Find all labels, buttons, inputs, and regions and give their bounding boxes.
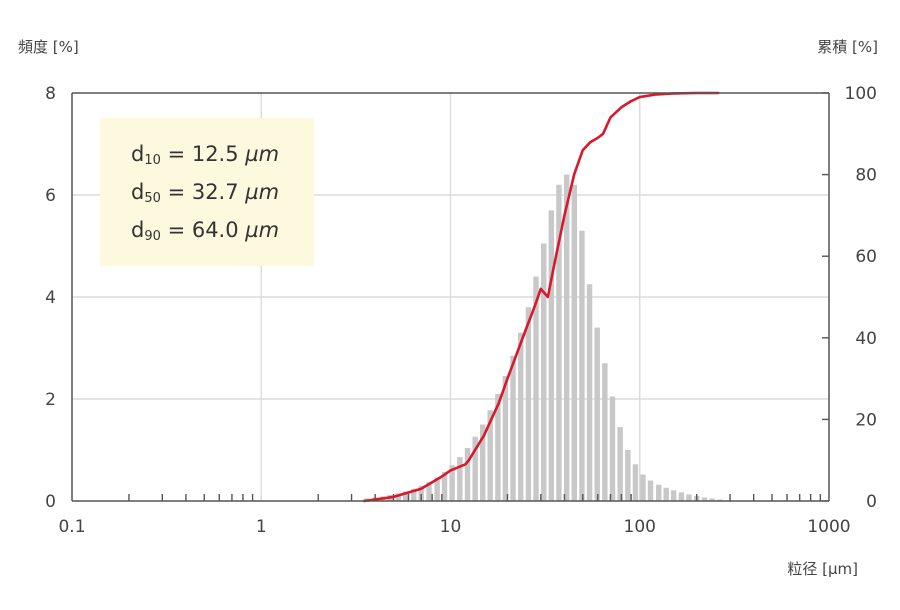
stats-unit: µm [244, 218, 279, 242]
stats-unit: µm [244, 142, 279, 166]
frequency-bar [617, 427, 623, 501]
frequency-bar [709, 498, 715, 501]
frequency-bar [656, 484, 662, 501]
stats-value: = 32.7 [161, 180, 245, 204]
frequency-bar [418, 485, 424, 501]
stats-value: = 12.5 [161, 142, 245, 166]
frequency-bar [678, 492, 685, 501]
y-left-tick-label: 8 [45, 84, 56, 104]
frequency-bar [480, 424, 486, 501]
x-axis-title: 粒径 [µm] [787, 560, 858, 578]
stats-symbol: d [131, 218, 144, 242]
frequency-bar [510, 355, 516, 501]
frequency-bar [563, 174, 570, 501]
frequency-bar [586, 284, 593, 501]
stats-line: d90 = 64.0 µm [131, 218, 279, 244]
frequency-bar [609, 396, 616, 501]
frequency-bar [579, 230, 585, 501]
frequency-bar [472, 436, 478, 501]
frequency-bar [632, 464, 639, 501]
stats-symbol: d [131, 180, 144, 204]
frequency-bar [411, 488, 417, 501]
y-right-tick-label: 60 [855, 247, 877, 267]
frequency-bar [441, 471, 448, 501]
x-tick-label: 10 [440, 517, 462, 537]
y-left-tick-label: 0 [45, 492, 56, 512]
y-right-tick-label: 20 [855, 410, 877, 430]
y-right-tick-label: 100 [845, 84, 877, 104]
frequency-bar [426, 482, 432, 501]
stats-value: = 64.0 [161, 218, 245, 242]
frequency-bar [556, 184, 562, 502]
frequency-bar [518, 332, 524, 501]
cumulative-curve-layer [362, 91, 720, 503]
y-right-tick-label: 80 [855, 166, 877, 186]
stats-subscript: 90 [144, 229, 161, 244]
frequency-bar [502, 376, 509, 501]
y-right-axis-title: 累積 [%] [817, 38, 878, 56]
frequency-bar [487, 410, 493, 501]
frequency-bar [533, 276, 539, 501]
frequency-bar [495, 393, 501, 501]
stats-symbol: d [131, 142, 144, 166]
stats-line: d10 = 12.5 µm [131, 142, 279, 168]
cumulative-line [362, 91, 720, 503]
y-left-tick-label: 6 [45, 186, 56, 206]
frequency-bar [602, 363, 608, 501]
x-tick-label: 1000 [807, 517, 850, 537]
frequency-bar [670, 490, 677, 501]
stats-unit: µm [244, 180, 279, 204]
frequency-bar [625, 450, 631, 501]
y-left-tick-label: 2 [45, 390, 56, 410]
frequency-bar [434, 477, 440, 501]
stats-subscript: 50 [144, 191, 161, 206]
x-tick-label: 100 [624, 517, 656, 537]
frequency-bar [701, 497, 708, 501]
frequency-bar [717, 499, 723, 501]
y-left-axis-title: 頻度 [%] [18, 38, 79, 56]
x-minor-ticks [128, 494, 822, 501]
frequency-bar [548, 210, 555, 502]
frequency-bar [403, 491, 409, 501]
frequency-bar [594, 327, 600, 501]
plot-frame [71, 92, 830, 502]
x-tick-label: 0.1 [58, 517, 85, 537]
stats-line: d50 = 32.7 µm [131, 180, 279, 206]
frequency-bar [640, 474, 646, 501]
frequency-bar [571, 184, 578, 502]
x-tick-label: 1 [256, 517, 267, 537]
y-right-tick-label: 0 [866, 492, 877, 512]
frequency-bar [663, 487, 669, 501]
frequency-bar [525, 307, 532, 501]
frequency-bar [457, 457, 463, 501]
y-right-tick-label: 40 [855, 329, 877, 349]
frequency-bar [647, 480, 654, 501]
frequency-bar [464, 447, 471, 501]
frequency-bar [449, 465, 455, 501]
stats-box-background [100, 118, 314, 266]
frequency-bar [395, 493, 402, 501]
frequency-bar [541, 243, 547, 501]
stats-subscript: 10 [144, 153, 161, 168]
y-left-tick-label: 4 [45, 288, 56, 308]
frequency-bar [686, 494, 692, 501]
frequency-bars [363, 174, 723, 502]
